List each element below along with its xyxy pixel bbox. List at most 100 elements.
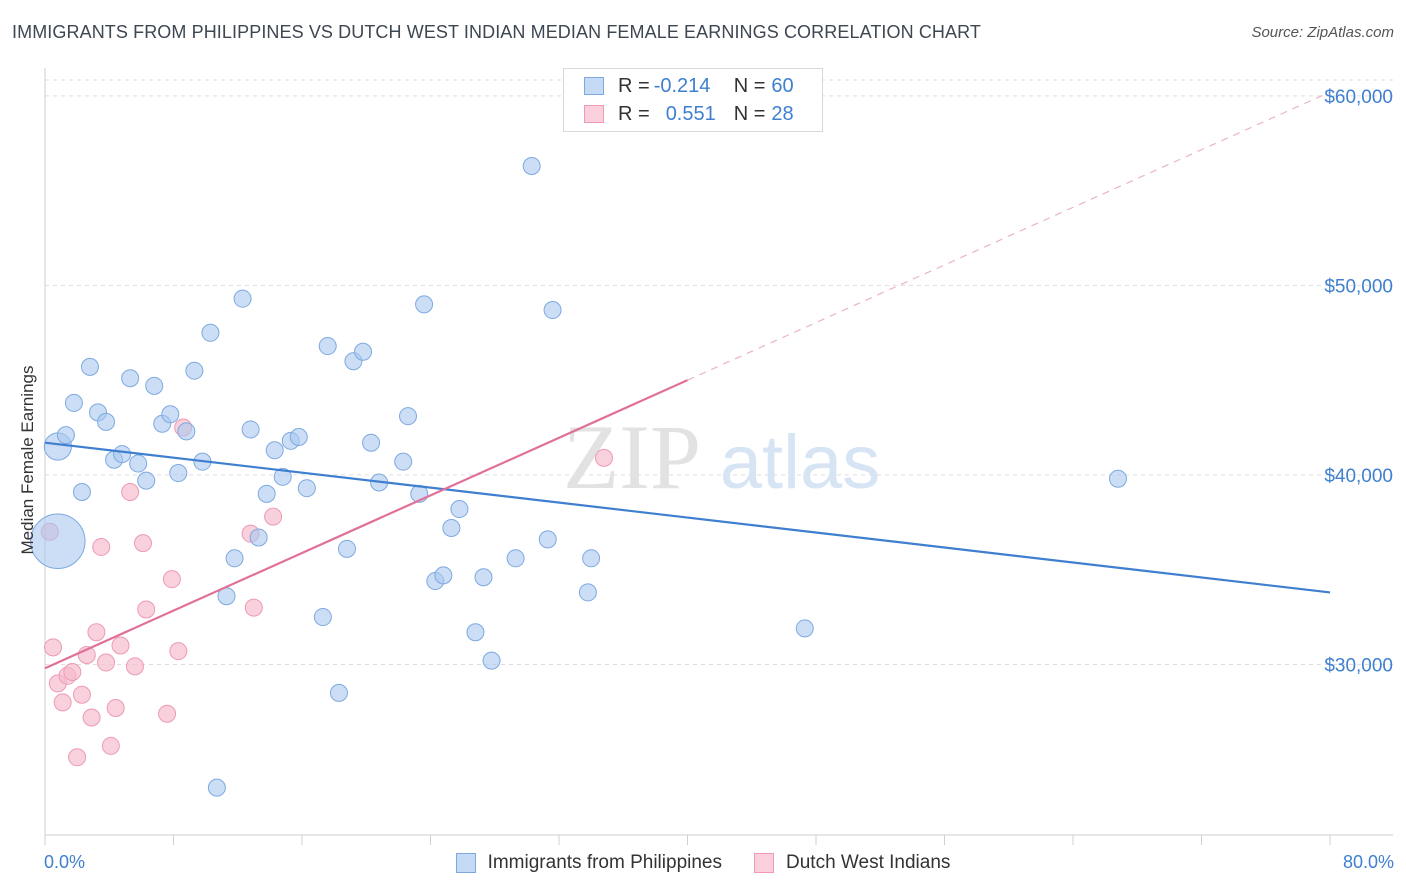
philippines-point bbox=[482, 651, 501, 670]
dutch-point bbox=[169, 642, 188, 661]
philippines-point bbox=[97, 412, 116, 431]
stats-legend: R = -0.214 N = 60 R = 0.551 N = 28 bbox=[563, 68, 823, 132]
dutch-point bbox=[68, 748, 87, 767]
legend-swatch-philippines bbox=[584, 77, 604, 95]
philippines-point bbox=[145, 376, 164, 395]
axes bbox=[44, 68, 1393, 845]
philippines-point bbox=[249, 528, 268, 547]
y-tick-label: $50,000 bbox=[1324, 276, 1393, 297]
legend-swatch-dutch bbox=[754, 853, 774, 873]
dutch-west-indians-points bbox=[40, 418, 613, 767]
philippines-point bbox=[578, 583, 597, 602]
philippines-point bbox=[169, 464, 188, 483]
r-label: R = bbox=[618, 102, 650, 125]
n-label: N = bbox=[733, 102, 766, 125]
dutch-point bbox=[44, 638, 63, 657]
watermark-zip: ZIP bbox=[563, 406, 701, 508]
philippines-point bbox=[362, 433, 381, 452]
chart-title: IMMIGRANTS FROM PHILIPPINES VS DUTCH WES… bbox=[12, 22, 982, 42]
philippines-point bbox=[265, 441, 284, 460]
series-legend: Immigrants from Philippines Dutch West I… bbox=[0, 852, 1406, 874]
philippines-point bbox=[329, 683, 348, 702]
philippines-point bbox=[466, 623, 485, 642]
y-axis-label: Median Female Earnings bbox=[18, 365, 37, 555]
philippines-point bbox=[538, 530, 557, 549]
legend-item-dutch: Dutch West Indians bbox=[754, 852, 950, 874]
philippines-point bbox=[289, 428, 308, 447]
philippines-point bbox=[415, 295, 434, 314]
philippines-point bbox=[506, 549, 525, 568]
philippines-point bbox=[257, 484, 276, 503]
dutch-point bbox=[53, 693, 72, 712]
philippines-point bbox=[113, 445, 132, 464]
legend-swatch-dutch bbox=[584, 105, 604, 123]
dutch-point bbox=[594, 448, 613, 467]
dutch-trend-line-extended bbox=[687, 91, 1331, 381]
dutch-point bbox=[133, 534, 152, 553]
dutch-point bbox=[92, 537, 111, 556]
dutch-point bbox=[111, 636, 130, 655]
philippines-point bbox=[297, 479, 316, 498]
philippines-point bbox=[121, 369, 140, 388]
philippines-point bbox=[543, 301, 562, 320]
stats-legend-row-dutch: R = 0.551 N = 28 bbox=[584, 102, 794, 126]
philippines-point bbox=[161, 405, 180, 424]
philippines-point bbox=[64, 393, 83, 412]
legend-label-dutch: Dutch West Indians bbox=[786, 852, 951, 873]
dutch-point bbox=[72, 685, 91, 704]
dutch-point bbox=[87, 623, 106, 642]
philippines-point bbox=[522, 157, 541, 176]
philippines-point bbox=[582, 549, 601, 568]
philippines-point bbox=[795, 619, 814, 638]
dutch-point bbox=[82, 708, 101, 727]
r-value: -0.214 bbox=[653, 74, 711, 97]
x-tick-label-min: 0.0% bbox=[44, 852, 86, 872]
y-tick-labels: $30,000 $40,000 $50,000 $60,000 bbox=[1324, 87, 1393, 677]
dutch-point bbox=[162, 570, 181, 589]
dutch-point bbox=[63, 663, 82, 682]
philippines-point bbox=[318, 337, 337, 356]
y-tick-label: $60,000 bbox=[1324, 87, 1393, 108]
dutch-point bbox=[125, 657, 144, 676]
dutch-point bbox=[101, 736, 120, 755]
philippines-point bbox=[225, 549, 244, 568]
philippines-point bbox=[56, 426, 75, 445]
dutch-trend-line bbox=[44, 379, 688, 670]
philippines-point bbox=[450, 500, 469, 519]
philippines-point bbox=[273, 467, 292, 486]
philippines-point bbox=[313, 608, 332, 627]
philippines-points bbox=[30, 157, 1127, 797]
r-label: R = bbox=[618, 74, 650, 97]
dutch-point bbox=[97, 653, 116, 672]
dutch-point bbox=[158, 704, 177, 723]
philippines-point bbox=[434, 566, 453, 585]
watermark-atlas: atlas bbox=[720, 420, 881, 505]
philippines-point bbox=[394, 452, 413, 471]
philippines-point bbox=[207, 778, 226, 797]
philippines-point bbox=[201, 323, 220, 342]
dutch-point bbox=[106, 699, 125, 718]
dutch-point bbox=[137, 600, 156, 619]
dutch-point bbox=[121, 482, 140, 501]
legend-swatch-philippines bbox=[455, 853, 476, 873]
philippines-point bbox=[30, 513, 86, 569]
philippines-point bbox=[129, 454, 148, 473]
stats-legend-row-philippines: R = -0.214 N = 60 bbox=[584, 74, 794, 98]
legend-label-philippines: Immigrants from Philippines bbox=[487, 852, 722, 873]
philippines-point bbox=[72, 482, 91, 501]
philippines-point bbox=[177, 422, 196, 441]
philippines-point bbox=[474, 568, 493, 587]
n-value: 60 bbox=[771, 74, 794, 97]
x-tick-label-max: 80.0% bbox=[1342, 852, 1394, 872]
legend-item-philippines: Immigrants from Philippines bbox=[455, 852, 722, 874]
chart-source: Source: ZipAtlas.com bbox=[1251, 24, 1394, 41]
philippines-trend-line bbox=[44, 441, 1331, 594]
r-value: 0.551 bbox=[665, 102, 716, 125]
watermark: ZIP atlas bbox=[563, 406, 880, 508]
n-label: N = bbox=[733, 74, 766, 97]
n-value: 28 bbox=[771, 102, 794, 125]
philippines-point bbox=[185, 361, 204, 380]
philippines-point bbox=[233, 289, 252, 308]
philippines-point bbox=[137, 471, 156, 490]
dutch-point bbox=[244, 598, 263, 617]
